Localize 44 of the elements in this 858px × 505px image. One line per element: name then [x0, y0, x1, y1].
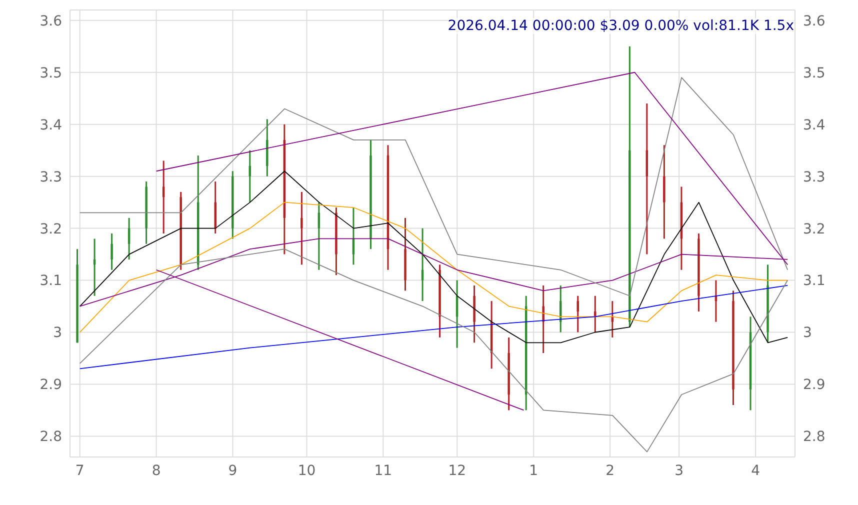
- y-tick-label: 3.2: [40, 221, 62, 238]
- y2-tick-label: 3.4: [803, 117, 826, 134]
- y2-tick-label: 3: [803, 325, 812, 342]
- x-tick-label: 12: [448, 462, 466, 479]
- y-tick-label: 3: [53, 325, 62, 342]
- y2-tick-label: 2.9: [803, 377, 826, 394]
- y2-tick-label: 3.1: [803, 273, 826, 290]
- candlestick: [248, 150, 252, 204]
- candlestick: [576, 295, 579, 334]
- y-tick-label: 2.8: [40, 429, 62, 446]
- candlestick: [162, 160, 165, 234]
- x-tick-label: 3: [674, 462, 684, 479]
- y-tick-label: 3.6: [40, 13, 62, 30]
- y-tick-label: 3.5: [40, 65, 62, 82]
- y-tick-label: 3.4: [40, 117, 62, 134]
- candlestick: [128, 217, 130, 260]
- candlestick: [110, 232, 113, 271]
- y2-tick-label: 3.6: [803, 13, 826, 30]
- y-tick-label: 3.1: [40, 273, 62, 290]
- y-tick-label: 2.9: [40, 377, 62, 394]
- y2-tick-label: 2.8: [803, 429, 826, 446]
- line-series: [79, 285, 788, 370]
- candlestick: [318, 202, 320, 271]
- y-tick-label: 3.3: [40, 169, 62, 186]
- y2-tick-label: 3.2: [803, 221, 826, 238]
- candlestick: [421, 228, 424, 302]
- x-tick-label: 8: [152, 462, 161, 479]
- line-series: [79, 170, 788, 344]
- x-tick-label: 11: [374, 462, 392, 479]
- line-series: [79, 202, 788, 333]
- line-series: [79, 248, 788, 452]
- x-tick-label: 2: [606, 462, 615, 479]
- y2-tick-label: 3.3: [803, 169, 826, 186]
- y2-tick-label: 3.5: [803, 65, 826, 82]
- x-tick-label: 4: [751, 462, 760, 479]
- x-tick-label: 9: [228, 462, 238, 479]
- x-tick-label: 1: [529, 462, 538, 479]
- candlestick: [300, 191, 303, 266]
- x-tick-label: 10: [298, 462, 316, 479]
- candlestick: [542, 284, 544, 354]
- text: 2026.04.14 00:00:00 $3.09 0.00% vol:81.1K 1.5x: [448, 18, 794, 34]
- x-tick-label: 7: [75, 462, 84, 479]
- line-series: [79, 77, 788, 296]
- candlestick: [352, 206, 355, 266]
